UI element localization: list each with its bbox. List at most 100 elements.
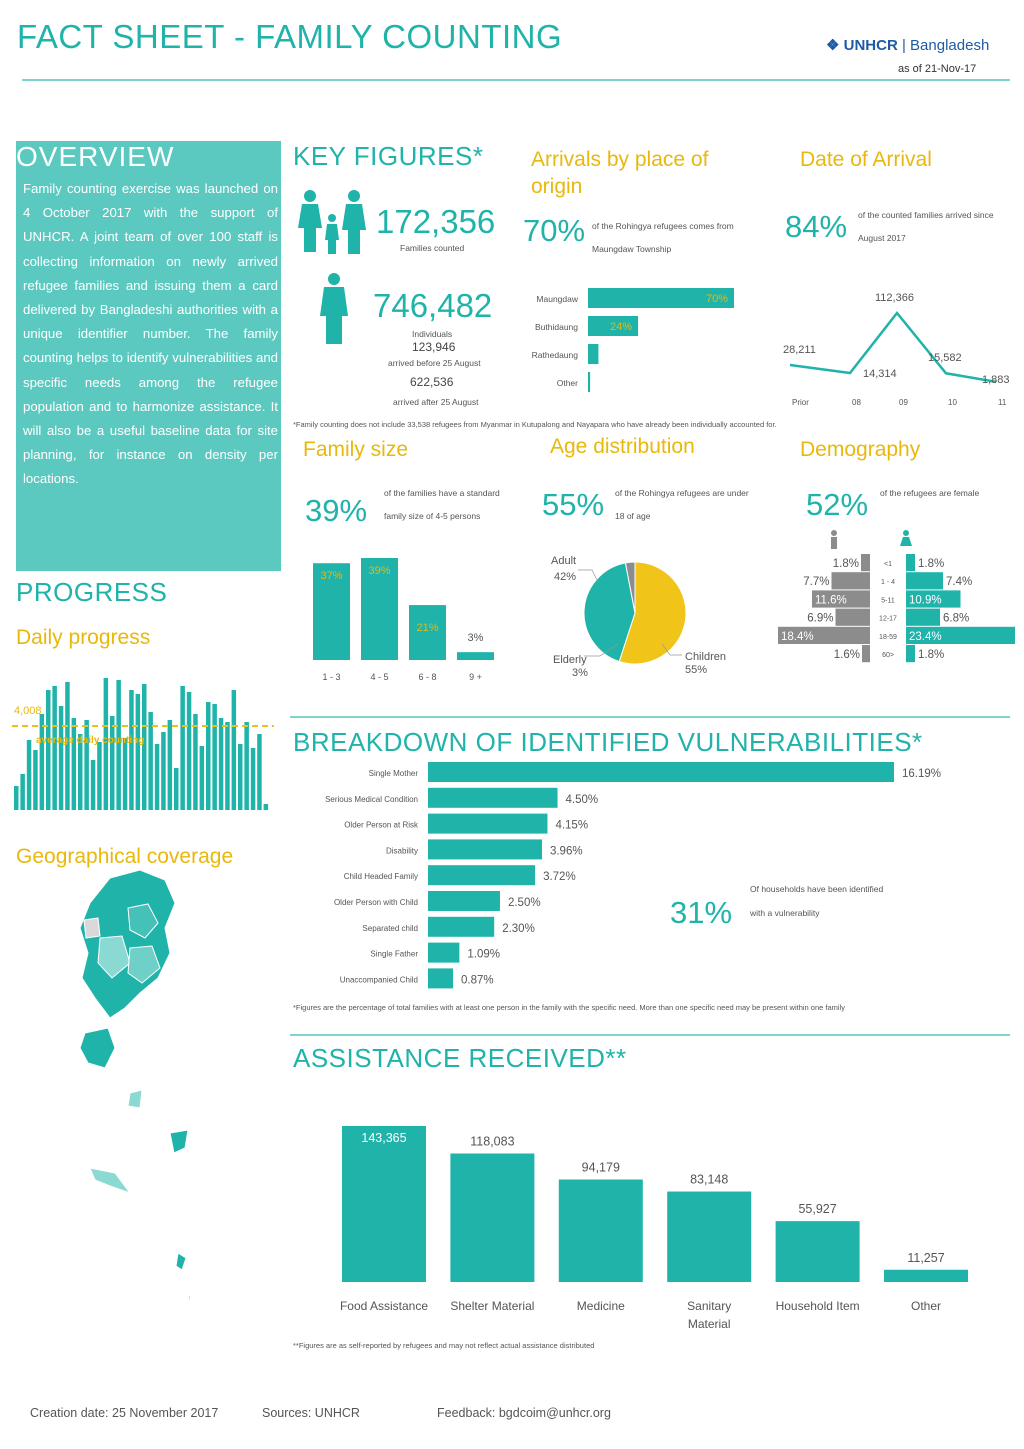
key-figures-title: KEY FIGURES*: [293, 141, 484, 171]
daily-bar: [14, 786, 19, 810]
daily-bar: [206, 702, 211, 810]
vulnerability-value-label: 3.72%: [543, 871, 576, 883]
daily-bar: [193, 714, 198, 810]
family-size-value-label: 21%: [416, 622, 438, 634]
vulnerabilities-footnote: *Figures are the percentage of total fam…: [293, 1003, 845, 1012]
pyramid-age-label: <1: [884, 561, 892, 568]
family-icon: [298, 190, 366, 254]
vulnerability-bar: [428, 916, 495, 937]
arrival-value-label: 15,582: [928, 352, 962, 364]
pyramid-female-label: 1.8%: [918, 558, 944, 570]
arrival-tick-label: 08: [852, 398, 861, 407]
female-icon: [900, 530, 912, 546]
assistance-category-label: Material: [688, 1317, 731, 1331]
daily-bar: [250, 748, 256, 810]
assistance-bar: [775, 1221, 860, 1282]
arrival-tick-label: 09: [899, 398, 908, 407]
map-region-mid: [79, 1027, 116, 1069]
daily-bar: [84, 720, 89, 810]
vulnerability-value-label: 4.50%: [566, 794, 599, 806]
vulnerability-value-label: 4.15%: [555, 820, 588, 832]
families-label: Families counted: [400, 243, 465, 253]
pie-value-adult: 42%: [554, 571, 576, 583]
vulnerabilities-text: Of households have been identified with …: [750, 884, 884, 918]
pie-label-adult: Adult: [551, 555, 576, 567]
pyramid-male-bar: [812, 590, 870, 608]
origin-value-label: 70%: [706, 293, 728, 305]
person-icon: [320, 273, 348, 344]
daily-bar: [46, 690, 51, 810]
pyramid-male-bar: [862, 645, 870, 663]
logo-country: Bangladesh: [910, 37, 990, 54]
arrival-tick-label: Prior: [792, 398, 809, 407]
assistance-category-label: Household Item: [776, 1299, 860, 1313]
pyramid-female-bar: [906, 554, 915, 572]
vulnerability-bar: [428, 813, 548, 834]
pie-label-elderly: Elderly: [553, 654, 587, 666]
pyramid-male-label: 6.9%: [807, 613, 833, 625]
demography-title: Demography: [800, 438, 921, 461]
pyramid-male-label: 7.7%: [803, 576, 829, 588]
vulnerability-bar: [428, 787, 558, 808]
pyramid-female-label: 23.4%: [909, 631, 942, 643]
page-title: FACT SHEET - FAMILY COUNTING: [17, 18, 563, 55]
arrival-line: [789, 310, 997, 384]
age-pie-chart: Adult 42% Elderly 3% Children 55%: [551, 555, 726, 679]
progress-title: PROGRESS: [16, 577, 168, 607]
family-size-chart: 37% 1 - 3 39% 4 - 5 21% 6 - 8 3% 9 +: [313, 558, 494, 682]
pyramid-male-label: 1.6%: [834, 649, 860, 661]
daily-bar: [78, 734, 83, 810]
daily-bar: [167, 720, 173, 810]
assistance-category-label: Other: [911, 1299, 941, 1313]
pyramid-female-bar: [906, 590, 961, 608]
origin-category-label: Maungdaw: [536, 294, 578, 304]
map-region-a: [127, 903, 159, 939]
daily-bar: [244, 722, 249, 810]
individuals-value: 746,482: [373, 287, 493, 324]
assistance-bar: [450, 1153, 535, 1282]
daily-bar: [39, 714, 45, 810]
origin-bars: Maungdaw 70% Buthidaung 24% Rathedaung Other: [532, 288, 734, 392]
pyramid-male-bar: [778, 626, 870, 644]
daily-bar: [199, 746, 205, 810]
daily-bar: [180, 686, 185, 810]
vulnerabilities-chart: Single Mother 16.19% Serious Medical Condi…: [325, 762, 941, 989]
daily-progress-bars: [14, 678, 269, 810]
map-region-b: [97, 935, 131, 979]
origin-category-label: Other: [557, 378, 578, 388]
daily-bar: [90, 760, 96, 810]
assistance-title: ASSISTANCE RECEIVED**: [293, 1043, 627, 1073]
daily-progress-title: Daily progress: [16, 626, 151, 649]
pyramid-male-label: 1.8%: [833, 558, 859, 570]
origin-bar: [588, 288, 734, 308]
individuals-label: Individuals: [412, 329, 453, 339]
assistance-chart: 143,365 Food Assistance 118,083 Shelter Mat…: [340, 1126, 968, 1331]
family-size-bar: [457, 652, 494, 660]
footer-feedback-link[interactable]: Feedback: bgdcoim@unhcr.org: [437, 1406, 611, 1420]
family-size-tick-label: 1 - 3: [322, 672, 340, 682]
pyramid-age-label: 1 - 4: [881, 579, 895, 586]
age-percent: 55%: [542, 487, 605, 522]
family-size-bar: [313, 563, 350, 660]
arrival-date-chart: 28,211 14,314 112,366 15,582 1,883 Prior 08 09 1…: [783, 292, 1010, 407]
daily-bar: [218, 718, 224, 810]
arrival-value-label: 1,883: [982, 374, 1010, 386]
date-arrival-text: of the counted families arrived since Au…: [858, 210, 994, 243]
daily-bar: [257, 734, 262, 810]
assistance-footnote: **Figures are as self-reported by refuge…: [293, 1341, 595, 1350]
daily-bar: [212, 704, 217, 810]
origin-category-label: Rathedaung: [532, 350, 579, 360]
assistance-bars: 143,365 Food Assistance 118,083 Shelter Mat…: [340, 1126, 968, 1331]
vulnerability-label: Child Headed Family: [344, 872, 418, 881]
age-title: Age distribution: [550, 435, 695, 458]
daily-bar: [142, 684, 147, 810]
family-size-percent: 39%: [305, 493, 368, 528]
map-region-south: [89, 1167, 132, 1195]
header-divider: [22, 79, 1010, 81]
daily-bar: [148, 712, 153, 810]
assistance-category-label: Food Assistance: [340, 1299, 428, 1313]
family-size-bar: [361, 558, 398, 660]
map-region-tip: [187, 1292, 190, 1306]
pyramid-male-bar: [861, 554, 870, 572]
vulnerabilities-percent: 31%: [670, 895, 733, 930]
